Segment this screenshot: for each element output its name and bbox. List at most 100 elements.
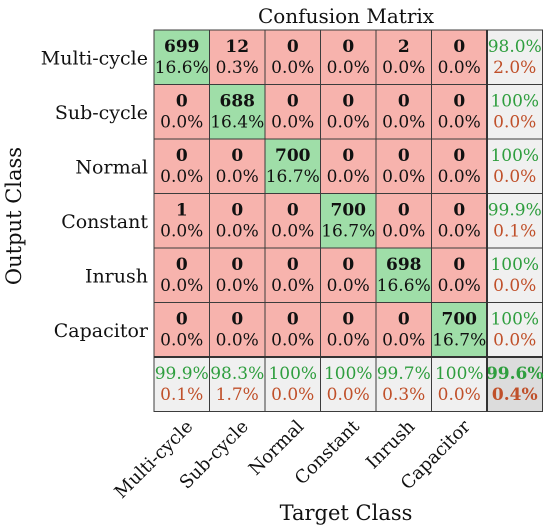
matrix-cell xyxy=(320,84,377,140)
cell-percent: 0.0% xyxy=(271,222,314,242)
row-label: Multi-cycle xyxy=(41,47,148,69)
cell-count: 0 xyxy=(176,146,188,166)
matrix-cell xyxy=(320,247,377,303)
column-label: Multi-cycle xyxy=(111,416,198,503)
matrix-cell xyxy=(320,138,377,194)
cell-count: 0 xyxy=(287,37,299,57)
cell-percent: 0.0% xyxy=(438,276,481,296)
cell-count: 0 xyxy=(231,201,243,221)
matrix-cell xyxy=(431,302,488,358)
overall-accuracy: 99.6% xyxy=(486,364,544,384)
row-summary-correct: 98.0% xyxy=(488,37,542,57)
col-summary-error: 0.0% xyxy=(327,385,370,405)
row-summary-cell xyxy=(486,29,543,85)
row-label: Inrush xyxy=(85,265,148,287)
row-summary-error: 0.0% xyxy=(493,113,536,133)
cell-percent: 0.0% xyxy=(160,167,203,187)
cell-count: 0 xyxy=(287,310,299,330)
col-summary-correct: 100% xyxy=(324,364,373,384)
matrix-cell xyxy=(320,193,377,249)
cell-count: 699 xyxy=(164,37,200,57)
row-summary-cell xyxy=(486,193,543,249)
cell-count: 0 xyxy=(176,310,188,330)
matrix-cell xyxy=(264,29,321,85)
cell-percent: 0.0% xyxy=(160,222,203,242)
cell-count: 0 xyxy=(453,255,465,275)
col-summary-correct: 100% xyxy=(435,364,484,384)
row-summary-error: 0.0% xyxy=(493,167,536,187)
cell-percent: 0.0% xyxy=(160,331,203,351)
col-summary-cell xyxy=(375,356,432,412)
cell-percent: 0.0% xyxy=(327,276,370,296)
cell-count: 0 xyxy=(398,92,410,112)
matrix-cell xyxy=(431,29,488,85)
row-summary-error: 0.1% xyxy=(493,222,536,242)
col-summary-error: 0.3% xyxy=(382,385,425,405)
row-label: Constant xyxy=(61,211,148,233)
matrix-cell xyxy=(153,247,210,303)
matrix-cell xyxy=(375,193,432,249)
cell-percent: 16.6% xyxy=(377,276,431,296)
cell-percent: 0.0% xyxy=(382,222,425,242)
cell-count: 2 xyxy=(398,37,410,57)
cell-percent: 16.6% xyxy=(155,58,209,78)
cell-count: 0 xyxy=(231,146,243,166)
col-summary-correct: 99.7% xyxy=(377,364,431,384)
col-summary-cell xyxy=(264,356,321,412)
col-summary-correct: 99.9% xyxy=(155,364,209,384)
cell-count: 1 xyxy=(176,201,188,221)
col-summary-cell xyxy=(431,356,488,412)
matrix-cell xyxy=(264,247,321,303)
cell-count: 0 xyxy=(342,37,354,57)
cell-percent: 0.0% xyxy=(271,331,314,351)
cell-percent: 0.0% xyxy=(271,58,314,78)
cell-percent: 0.0% xyxy=(382,167,425,187)
row-summary-error: 0.0% xyxy=(493,276,536,296)
cell-count: 700 xyxy=(442,310,478,330)
cell-count: 12 xyxy=(225,37,249,57)
cell-percent: 16.7% xyxy=(321,222,375,242)
col-summary-correct: 100% xyxy=(268,364,317,384)
cell-count: 0 xyxy=(453,146,465,166)
matrix-cell xyxy=(264,193,321,249)
matrix-cell xyxy=(375,247,432,303)
overall-error: 0.4% xyxy=(492,385,538,405)
matrix-cell xyxy=(431,84,488,140)
cell-count: 0 xyxy=(231,310,243,330)
cell-count: 0 xyxy=(176,255,188,275)
cell-percent: 0.0% xyxy=(438,222,481,242)
cell-count: 0 xyxy=(453,92,465,112)
matrix-cell xyxy=(209,138,266,194)
col-summary-error: 0.0% xyxy=(438,385,481,405)
cell-percent: 16.7% xyxy=(432,331,486,351)
cell-percent: 0.0% xyxy=(438,58,481,78)
cell-percent: 0.0% xyxy=(382,331,425,351)
cell-percent: 0.0% xyxy=(438,167,481,187)
cell-count: 0 xyxy=(453,201,465,221)
cell-count: 0 xyxy=(287,201,299,221)
cell-percent: 0.0% xyxy=(271,276,314,296)
col-summary-error: 1.7% xyxy=(216,385,259,405)
cell-count: 688 xyxy=(220,92,256,112)
row-summary-cell xyxy=(486,302,543,358)
col-summary-correct: 98.3% xyxy=(210,364,264,384)
row-summary-error: 2.0% xyxy=(493,58,536,78)
cell-count: 0 xyxy=(287,255,299,275)
row-summary-cell xyxy=(486,138,543,194)
matrix-cell xyxy=(153,29,210,85)
row-summary-correct: 100% xyxy=(490,92,539,112)
cell-count: 0 xyxy=(342,310,354,330)
cell-percent: 0.0% xyxy=(216,331,259,351)
row-summary-correct: 100% xyxy=(490,310,539,330)
cell-count: 700 xyxy=(275,146,311,166)
cell-percent: 0.0% xyxy=(160,113,203,133)
matrix-cell xyxy=(209,84,266,140)
cell-count: 698 xyxy=(386,255,422,275)
matrix-cell xyxy=(431,138,488,194)
cell-count: 0 xyxy=(453,37,465,57)
cell-percent: 0.0% xyxy=(438,113,481,133)
overall-cell xyxy=(486,356,543,412)
cell-count: 0 xyxy=(342,92,354,112)
chart-title: Confusion Matrix xyxy=(258,4,435,28)
matrix-cell xyxy=(153,193,210,249)
